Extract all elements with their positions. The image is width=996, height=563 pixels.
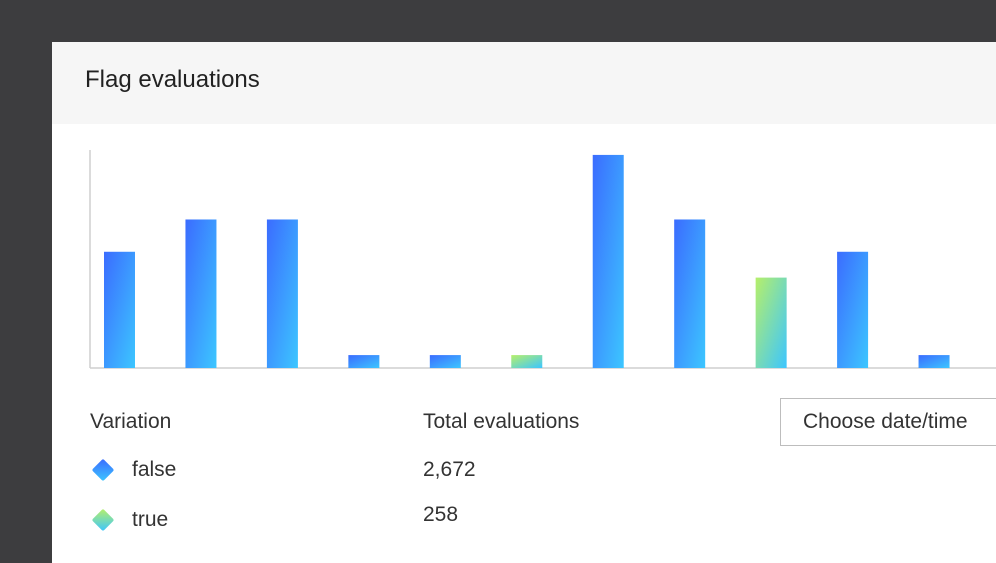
bar-false-9 — [837, 251, 869, 368]
variation-column-header: Variation — [90, 410, 172, 433]
bar-false-2 — [266, 219, 298, 368]
bar-true-8 — [755, 277, 787, 368]
bar-false-1 — [185, 219, 217, 368]
total-evaluations-true: 258 — [423, 503, 459, 526]
bar-false-7 — [674, 219, 706, 368]
bar-false-4 — [429, 355, 461, 368]
choose-date-time-button[interactable]: Choose date/time — [780, 398, 996, 446]
variation-label-false: false — [132, 458, 177, 481]
bar-false-3 — [348, 355, 380, 368]
bar-false-6 — [592, 154, 624, 368]
evaluations-bar-chart — [89, 150, 996, 369]
total-evaluations-column-header: Total evaluations — [423, 410, 580, 433]
panel-header: Flag evaluations — [52, 42, 996, 124]
bar-true-5 — [511, 355, 543, 368]
bar-false-10 — [918, 355, 950, 368]
true-variation-diamond-icon — [91, 508, 115, 532]
evaluations-chart — [52, 124, 996, 374]
total-evaluations-false: 2,672 — [423, 458, 476, 481]
flag-evaluations-panel: Flag evaluations Variation Total evaluat… — [52, 42, 996, 563]
variation-label-true: true — [132, 508, 169, 531]
bar-false-0 — [104, 251, 135, 368]
panel-title: Flag evaluations — [85, 66, 260, 93]
false-variation-diamond-icon — [91, 458, 115, 482]
